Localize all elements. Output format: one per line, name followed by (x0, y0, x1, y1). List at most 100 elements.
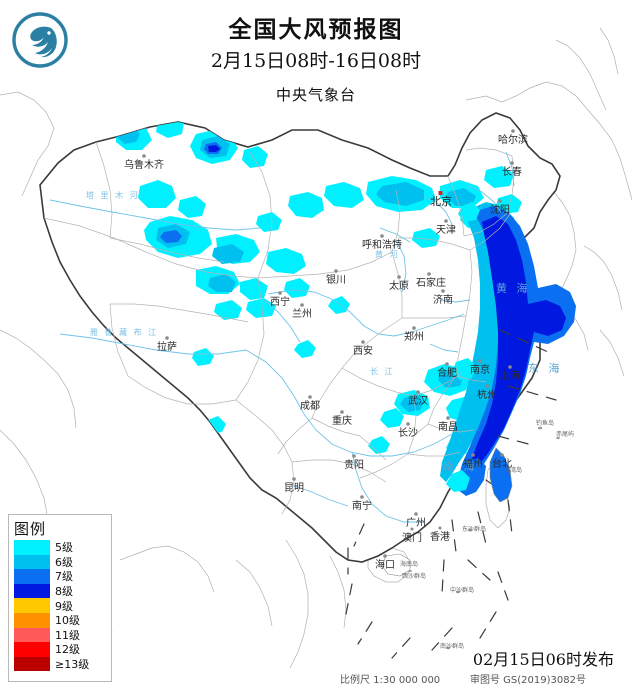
city-marker-hongkong: 香港 (430, 526, 450, 543)
city-marker-shanghai: 上海 (500, 365, 520, 382)
river-label: 雅 鲁 藏 布 江 (90, 327, 158, 337)
city-label: 广州 (406, 517, 426, 529)
city-marker-taipei: 台北 (492, 453, 512, 470)
legend-swatch-8 (14, 583, 50, 599)
city-marker-lhasa: 拉萨 (157, 336, 177, 353)
city-label: 西安 (353, 344, 373, 357)
city-label: 澳门 (402, 531, 422, 544)
city-markers-group: 乌鲁木齐 拉萨 西宁 兰州 银川 呼和浩特 北京 天津 太原 石家庄 济南 郑州… (124, 129, 528, 571)
legend-swatch-11 (14, 627, 50, 643)
sea-wind-level-8 (472, 216, 566, 466)
city-label: 昆明 (284, 482, 304, 494)
island-label: 海南岛 (400, 560, 418, 568)
map-approval-number: 审图号 GS(2019)3082号 (470, 675, 586, 686)
city-label: 贵阳 (344, 458, 364, 471)
city-marker-lanzhou: 兰州 (292, 303, 312, 320)
legend-label: 10级 (55, 614, 80, 628)
maritime-boundary-dashes (345, 329, 557, 659)
legend-label: 8级 (55, 585, 73, 599)
city-label: 乌鲁木齐 (124, 158, 164, 171)
island-label: 钓鱼岛 (536, 419, 554, 427)
city-marker-yinchuan: 银川 (326, 269, 346, 286)
city-marker-shijiazhuang: 石家庄 (416, 272, 446, 289)
city-label: 济南 (433, 293, 453, 306)
city-marker-hangzhou: 杭州 (477, 384, 497, 401)
legend-row: 12级 (9, 642, 111, 657)
issuing-agency: 中央气象台 (275, 86, 356, 104)
city-label: 香港 (430, 531, 450, 543)
map-scale: 比例尺 1:30 000 000 (340, 675, 441, 686)
city-marker-chengdu: 成都 (300, 395, 320, 412)
sea-label: 东 海 (528, 361, 563, 375)
city-label: 杭州 (477, 388, 497, 401)
legend-row: 8级 (9, 583, 111, 599)
city-marker-nanning: 南宁 (352, 495, 372, 512)
city-marker-hefei: 合肥 (437, 362, 457, 379)
city-label: 上海 (500, 369, 520, 382)
city-label: 海口 (375, 558, 395, 571)
city-label: 北京 (430, 194, 452, 208)
island-label: 台湾岛 (504, 466, 522, 474)
taiwan-island (489, 447, 513, 503)
city-marker-kunming: 昆明 (284, 477, 304, 494)
city-marker-wuhan: 武汉 (408, 390, 428, 407)
city-label: 长沙 (398, 427, 418, 439)
city-label: 石家庄 (416, 276, 446, 289)
city-label: 南宁 (352, 499, 372, 512)
city-marker-xian: 西安 (353, 340, 373, 357)
legend-row: 10级 (9, 612, 111, 628)
legend-swatch-5 (14, 540, 50, 555)
city-marker-changchun: 长春 (502, 161, 522, 178)
city-label: 台北 (492, 457, 512, 470)
legend-swatch-12 (14, 642, 50, 657)
city-marker-taiyuan: 太原 (389, 275, 409, 292)
city-label: 哈尔滨 (498, 133, 528, 146)
legend-swatch-6 (14, 554, 50, 570)
page-title: 全国大风预报图 (228, 17, 404, 43)
city-label: 南昌 (438, 420, 458, 433)
city-marker-haikou: 海口 (375, 554, 395, 571)
island-label: 西沙群岛 (402, 572, 426, 580)
city-marker-shenyang: 沈阳 (490, 199, 510, 216)
island-label: 东沙群岛 (462, 525, 486, 533)
river-label: 长 江 (370, 366, 395, 376)
city-label: 天津 (436, 224, 456, 236)
legend-swatch-7 (14, 569, 50, 584)
city-marker-nanjing: 南京 (470, 359, 490, 376)
hainan-island (381, 553, 411, 577)
city-marker-fuzhou: 福州 (463, 453, 483, 470)
city-label: 银川 (326, 273, 346, 286)
river-label: 塔 里 木 河 (86, 190, 140, 200)
city-marker-guangzhou: 广州 (406, 512, 426, 529)
city-marker-guiyang: 贵阳 (344, 454, 364, 471)
city-marker-beijing: 北京 (430, 191, 452, 208)
city-label: 合肥 (437, 366, 457, 379)
city-label: 沈阳 (490, 203, 510, 216)
island-labels-group: 钓鱼岛 赤尾屿 台湾岛 海南岛 东沙群岛 中沙群岛 南沙群岛 西沙群岛 (400, 419, 574, 650)
legend-label: 9级 (55, 599, 73, 613)
city-marker-tianjin: 天津 (436, 219, 456, 236)
legend-title: 图例 (14, 520, 47, 538)
city-label: 重庆 (332, 414, 352, 427)
city-marker-zhengzhou: 郑州 (404, 326, 424, 343)
city-label: 长春 (502, 166, 522, 178)
city-label: 呼和浩特 (362, 239, 402, 251)
legend-label: ≥13级 (55, 658, 90, 672)
city-label: 成都 (300, 400, 320, 412)
city-label: 郑州 (404, 330, 424, 343)
legend-row: 7级 (9, 569, 111, 584)
legend-row: 6级 (9, 554, 111, 570)
city-marker-harbin: 哈尔滨 (498, 129, 528, 146)
city-marker-nanchang: 南昌 (438, 416, 458, 433)
island-label: 赤尾屿 (556, 430, 574, 438)
sea-label: 黄 海 (496, 281, 531, 295)
island-label: 南沙群岛 (440, 642, 464, 650)
city-label: 西宁 (270, 295, 290, 308)
wind-level-8-areas (208, 145, 220, 152)
city-label: 福州 (463, 457, 483, 470)
river-labels-group: 塔 里 木 河 雅 鲁 藏 布 江 黄 河 长 江 (86, 190, 398, 376)
legend-row: 5级 (9, 540, 111, 555)
city-marker-xining: 西宁 (270, 291, 290, 308)
legend-swatch-10 (14, 612, 50, 628)
